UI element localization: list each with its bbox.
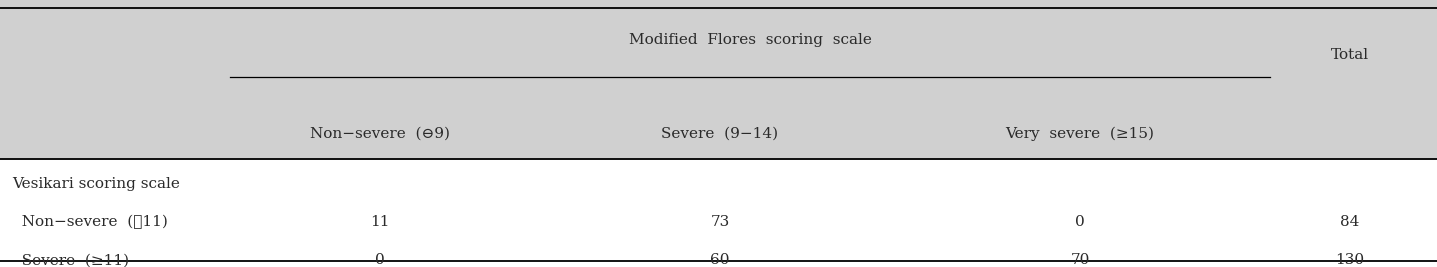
Text: 73: 73 xyxy=(710,215,730,229)
Text: Non−severe  (⋉11): Non−severe (⋉11) xyxy=(11,215,168,229)
Text: Non−severe  (⊖9): Non−severe (⊖9) xyxy=(310,127,450,140)
Text: Severe  (≥11): Severe (≥11) xyxy=(11,253,129,267)
Bar xyxy=(0,0,1437,160)
Text: 0: 0 xyxy=(1075,215,1085,229)
Text: 0: 0 xyxy=(375,253,385,267)
Text: 70: 70 xyxy=(1071,253,1089,267)
Text: 84: 84 xyxy=(1341,215,1359,229)
Text: Vesikari scoring scale: Vesikari scoring scale xyxy=(11,177,180,191)
Text: 130: 130 xyxy=(1335,253,1365,267)
Text: Very  severe  (≥15): Very severe (≥15) xyxy=(1006,126,1154,141)
Text: Total: Total xyxy=(1331,48,1369,62)
Text: Severe  (9−14): Severe (9−14) xyxy=(661,127,779,140)
Text: 11: 11 xyxy=(371,215,389,229)
Bar xyxy=(0,160,1437,267)
Text: 60: 60 xyxy=(710,253,730,267)
Text: Modified  Flores  scoring  scale: Modified Flores scoring scale xyxy=(628,33,871,47)
